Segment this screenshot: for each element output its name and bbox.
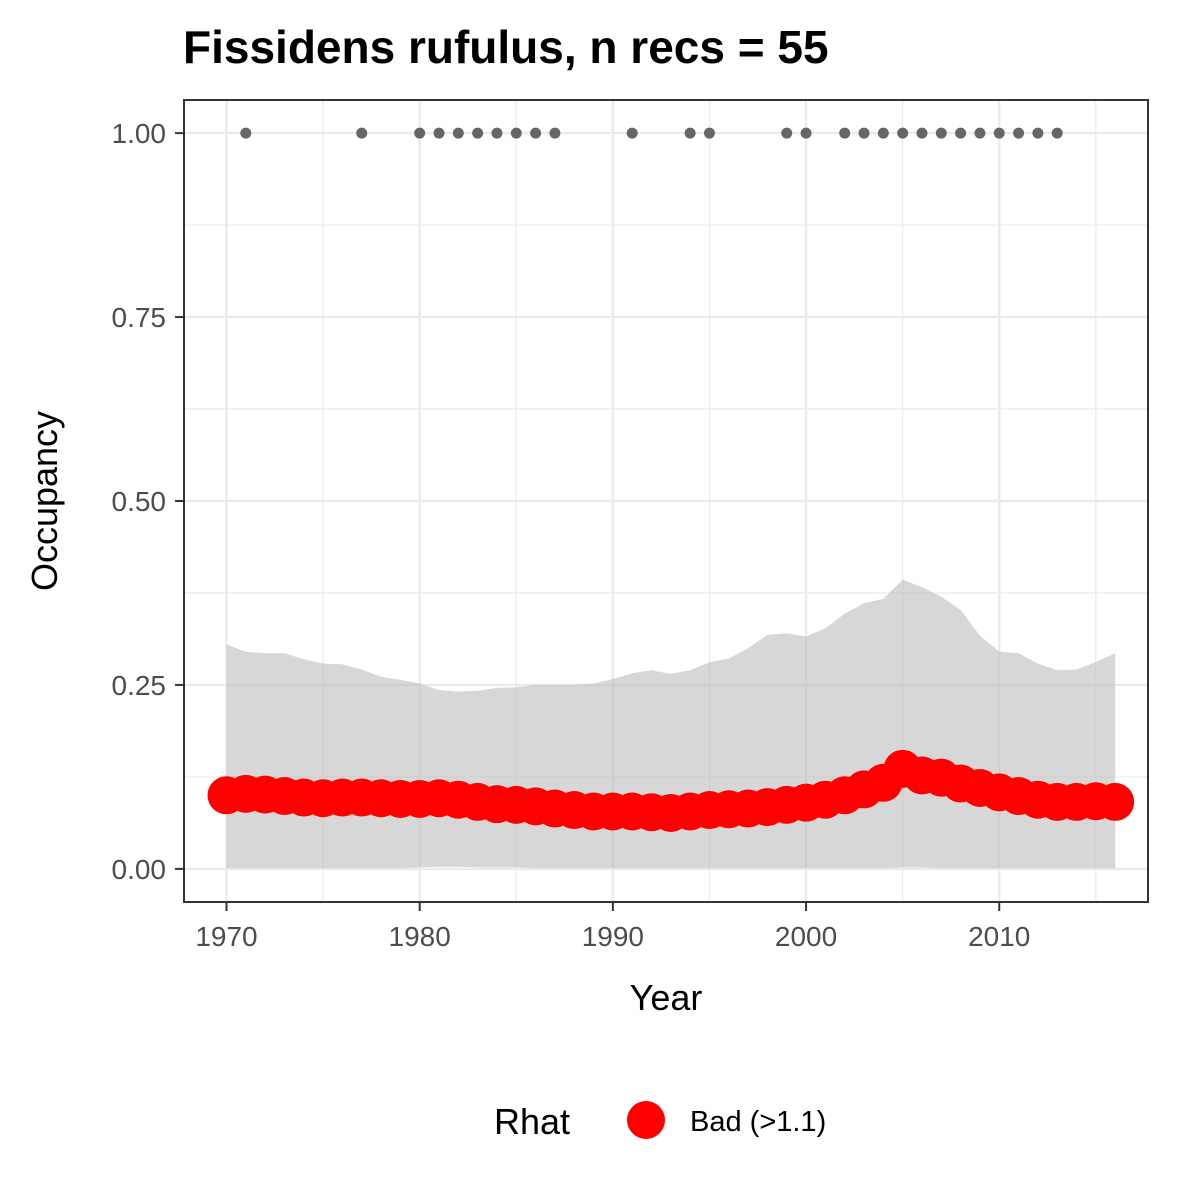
- record-point: [684, 127, 696, 139]
- record-point: [530, 127, 542, 139]
- y-tick-label: 0.75: [112, 302, 167, 333]
- record-point: [1051, 127, 1063, 139]
- x-axis-title: Year: [630, 977, 703, 1018]
- y-tick-label: 0.25: [112, 670, 167, 701]
- y-tick-label: 0.00: [112, 854, 167, 885]
- x-axis: 1970 1980 1990 2000 2010: [195, 902, 1030, 952]
- record-point: [452, 127, 464, 139]
- record-point: [1013, 127, 1025, 139]
- legend: Rhat Bad (>1.1): [494, 1101, 826, 1142]
- record-point: [703, 127, 715, 139]
- legend-label-bad: Bad (>1.1): [690, 1106, 826, 1138]
- record-point: [800, 127, 812, 139]
- legend-title: Rhat: [494, 1101, 570, 1142]
- x-tick-label: 1980: [389, 921, 451, 952]
- x-tick-label: 2000: [775, 921, 837, 952]
- chart-title: Fissidens rufulus, n recs = 55: [183, 21, 829, 73]
- x-tick-label: 2010: [968, 921, 1030, 952]
- record-point: [839, 127, 851, 139]
- y-tick-label: 1.00: [112, 118, 167, 149]
- points-layer: [207, 749, 1135, 832]
- y-tick-label: 0.50: [112, 486, 167, 517]
- record-point: [858, 127, 870, 139]
- record-point: [414, 127, 426, 139]
- record-point: [974, 127, 986, 139]
- record-point: [877, 127, 889, 139]
- x-tick-label: 1990: [582, 921, 644, 952]
- record-point: [491, 127, 503, 139]
- record-point: [916, 127, 928, 139]
- record-point: [781, 127, 793, 139]
- occupancy-point: [1096, 782, 1135, 821]
- legend-key-bad: [627, 1101, 665, 1139]
- record-point: [356, 127, 368, 139]
- record-point: [433, 127, 445, 139]
- record-point: [935, 127, 947, 139]
- y-axis-title: Occupancy: [24, 411, 65, 591]
- records-layer: [240, 127, 1063, 139]
- record-point: [626, 127, 638, 139]
- record-point: [240, 127, 252, 139]
- record-point: [549, 127, 561, 139]
- x-tick-label: 1970: [195, 921, 257, 952]
- record-point: [955, 127, 967, 139]
- record-point: [472, 127, 484, 139]
- y-axis: 0.00 0.25 0.50 0.75 1.00: [112, 118, 184, 885]
- record-point: [897, 127, 909, 139]
- record-point: [1032, 127, 1044, 139]
- record-point: [993, 127, 1005, 139]
- record-point: [510, 127, 522, 139]
